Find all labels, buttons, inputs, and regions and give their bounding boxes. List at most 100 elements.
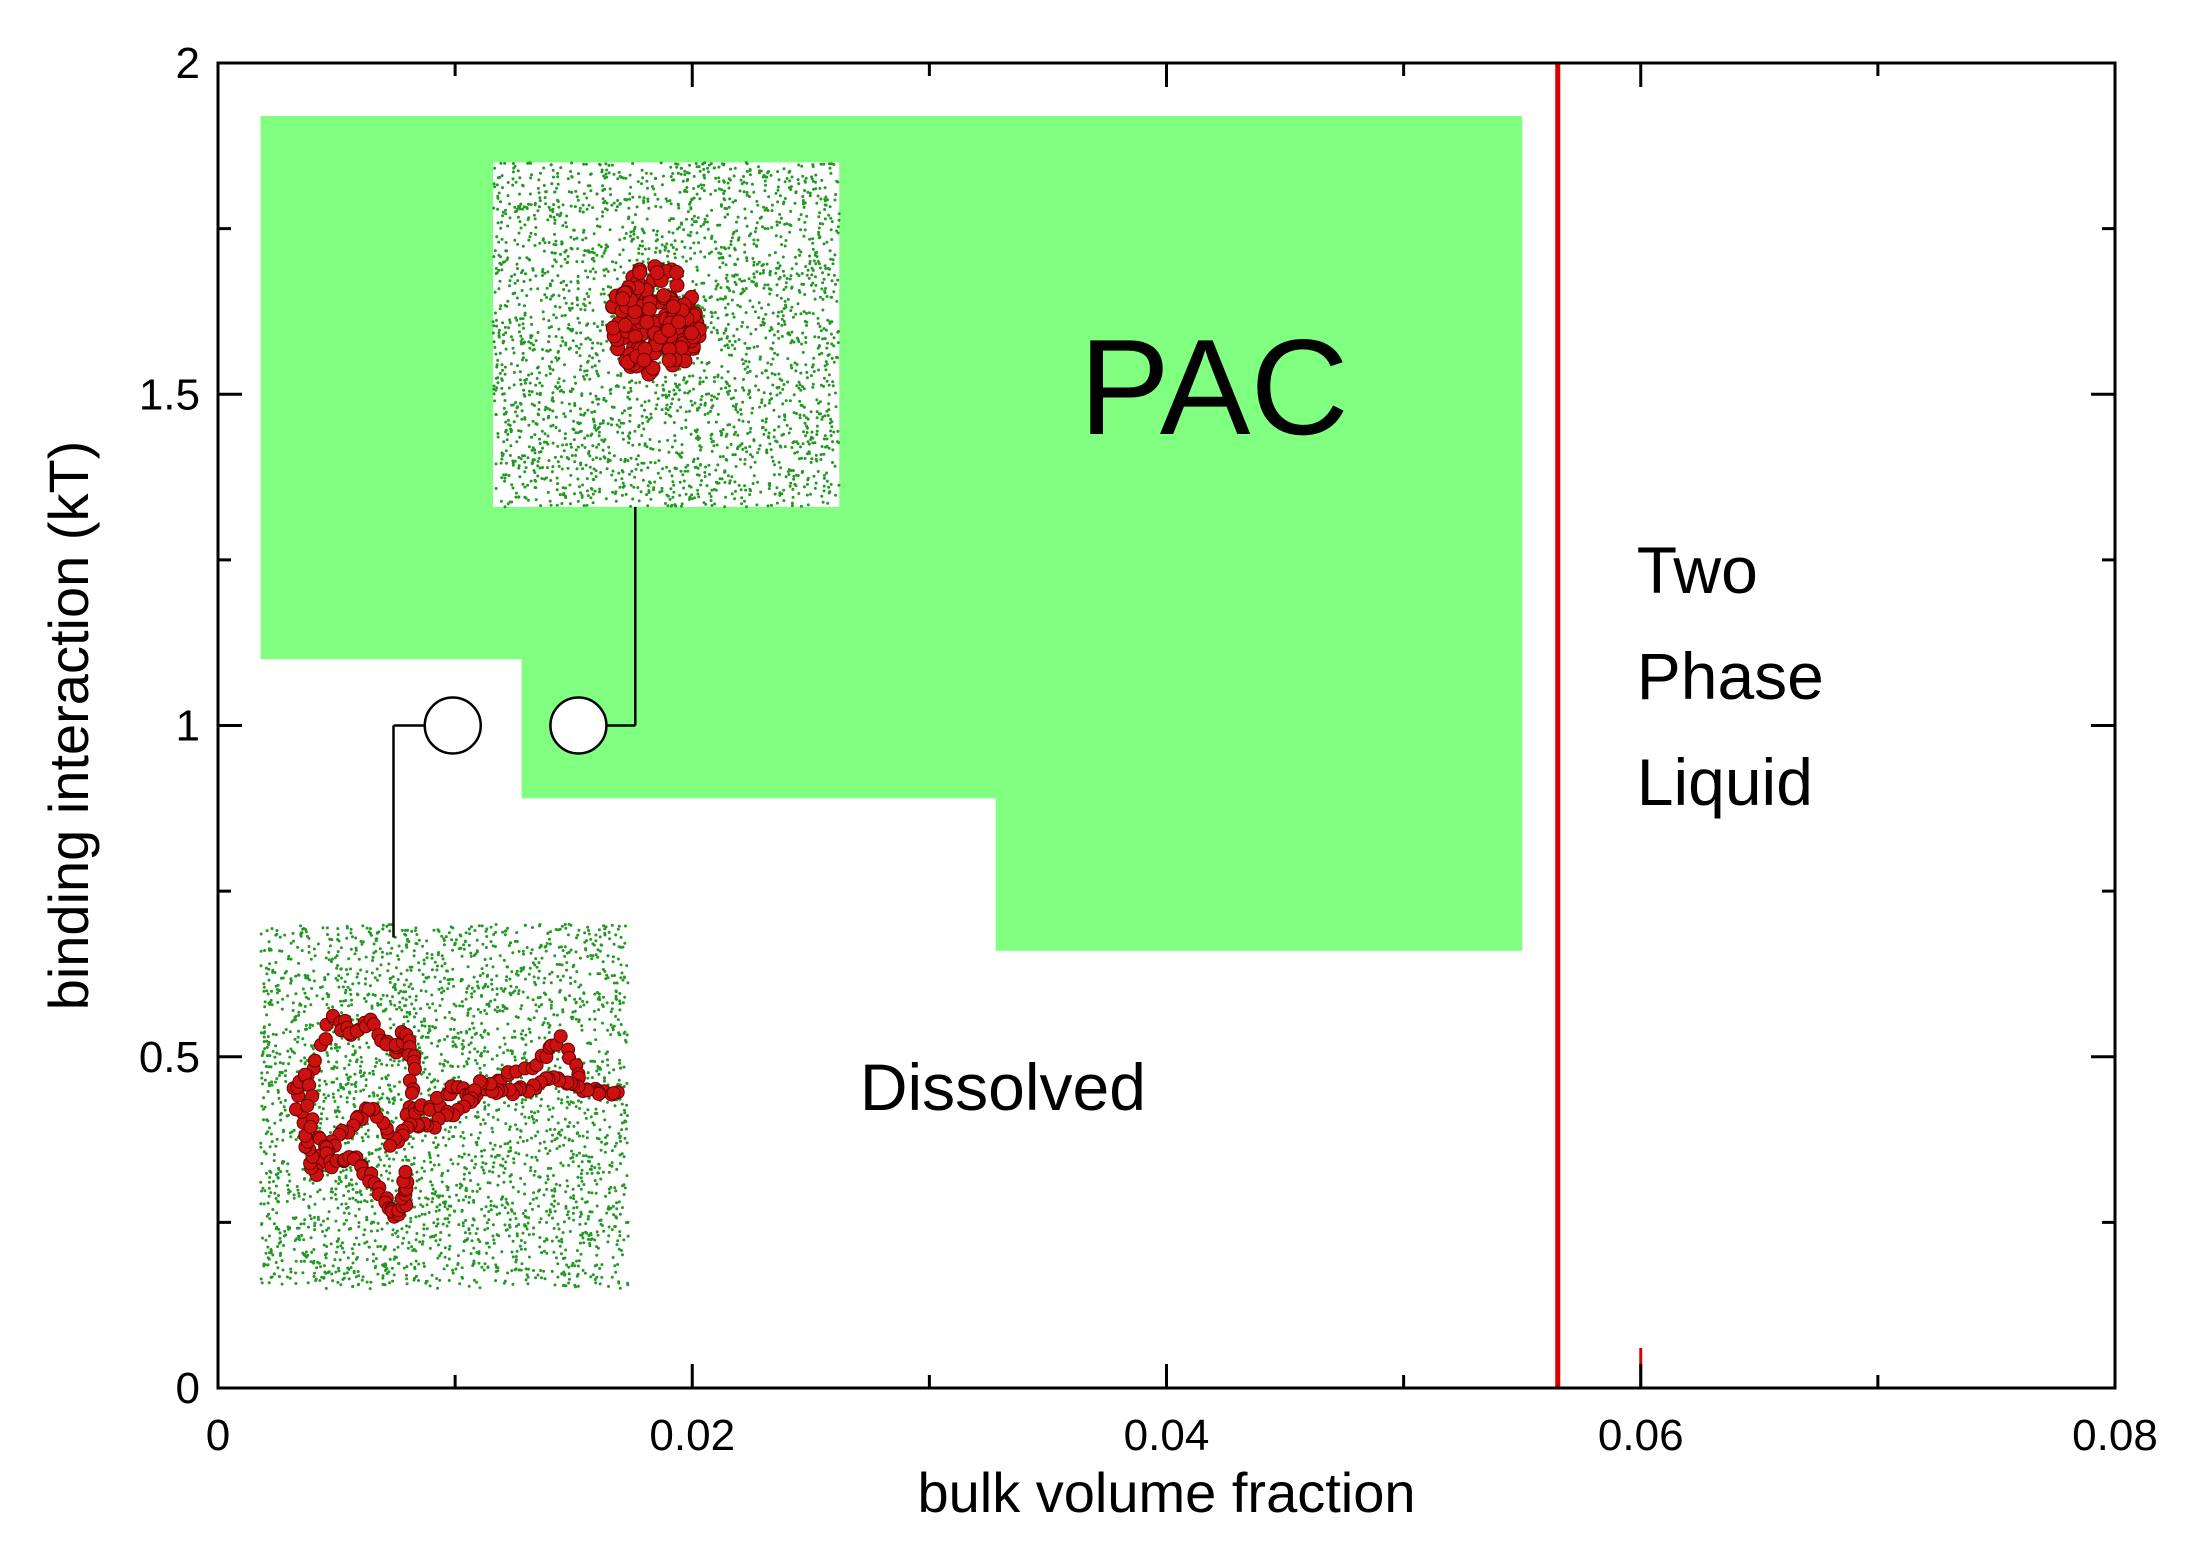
solvent-dot — [268, 1281, 271, 1284]
solvent-dot — [790, 364, 793, 367]
solvent-dot — [776, 283, 779, 286]
solvent-dot — [504, 1280, 507, 1283]
solvent-dot — [499, 200, 502, 203]
solvent-dot — [544, 202, 547, 205]
solvent-dot — [649, 413, 652, 416]
solvent-dot — [739, 458, 742, 461]
solvent-dot — [522, 184, 525, 187]
solvent-dot — [743, 289, 746, 292]
solvent-dot — [347, 957, 350, 960]
solvent-dot — [502, 261, 505, 264]
solvent-dot — [375, 1149, 378, 1152]
solvent-dot — [670, 217, 673, 220]
solvent-dot — [835, 300, 838, 303]
solvent-dot — [717, 317, 720, 320]
solvent-dot — [568, 1217, 571, 1220]
solvent-dot — [593, 410, 596, 413]
solvent-dot — [267, 968, 270, 971]
solvent-dot — [527, 424, 530, 427]
solvent-dot — [595, 1183, 598, 1186]
solvent-dot — [812, 248, 815, 251]
solvent-dot — [703, 221, 706, 224]
solvent-dot — [818, 412, 821, 415]
solvent-dot — [710, 311, 713, 314]
solvent-dot — [580, 1172, 583, 1175]
solvent-dot — [278, 1275, 281, 1278]
solvent-dot — [586, 1172, 589, 1175]
solvent-dot — [755, 270, 758, 273]
solvent-dot — [543, 1036, 546, 1039]
solvent-dot — [818, 227, 821, 230]
solvent-dot — [511, 1052, 514, 1055]
solvent-dot — [599, 329, 602, 332]
solvent-dot — [827, 273, 830, 276]
solvent-dot — [622, 177, 625, 180]
solvent-dot — [603, 1080, 606, 1083]
solvent-dot — [332, 1081, 335, 1084]
solvent-dot — [749, 169, 752, 172]
solvent-dot — [584, 1201, 587, 1204]
solvent-dot — [572, 229, 575, 232]
solvent-dot — [586, 477, 589, 480]
solvent-dot — [813, 259, 816, 262]
solvent-dot — [562, 1231, 565, 1234]
solvent-dot — [513, 1030, 516, 1033]
solvent-dot — [545, 296, 548, 299]
solvent-dot — [726, 446, 729, 449]
solvent-dot — [380, 1063, 383, 1066]
solvent-dot — [531, 461, 534, 464]
solvent-dot — [611, 974, 614, 977]
solvent-dot — [525, 294, 528, 297]
solvent-dot — [778, 178, 781, 181]
solvent-dot — [642, 479, 645, 482]
solvent-dot — [734, 453, 737, 456]
solvent-dot — [423, 959, 426, 962]
solvent-dot — [324, 1235, 327, 1238]
solvent-dot — [548, 973, 551, 976]
solvent-dot — [628, 398, 631, 401]
solvent-dot — [710, 162, 713, 165]
solvent-dot — [461, 1043, 464, 1046]
solvent-dot — [559, 493, 562, 496]
solvent-dot — [332, 1264, 335, 1267]
solvent-dot — [749, 427, 752, 430]
solvent-dot — [516, 243, 519, 246]
solvent-dot — [728, 206, 731, 209]
solvent-dot — [819, 267, 822, 270]
solvent-dot — [831, 440, 834, 443]
solvent-dot — [771, 384, 774, 387]
solvent-dot — [516, 279, 519, 282]
solvent-dot — [804, 434, 807, 437]
solvent-dot — [601, 323, 604, 326]
solvent-dot — [696, 193, 699, 196]
solvent-dot — [548, 365, 551, 368]
solvent-dot — [613, 173, 616, 176]
solvent-dot — [614, 490, 617, 493]
solvent-dot — [275, 1197, 278, 1200]
solvent-dot — [806, 376, 809, 379]
solvent-dot — [695, 466, 698, 469]
solvent-dot — [573, 238, 576, 241]
solvent-dot — [569, 410, 572, 413]
solvent-dot — [735, 465, 738, 468]
solvent-dot — [297, 1030, 300, 1033]
solvent-dot — [303, 1178, 306, 1181]
solvent-dot — [550, 1140, 553, 1143]
solvent-dot — [828, 490, 831, 493]
solvent-dot — [493, 399, 496, 402]
solvent-dot — [641, 176, 644, 179]
solvent-dot — [776, 170, 779, 173]
solvent-dot — [279, 1252, 282, 1255]
solvent-dot — [398, 1006, 401, 1009]
solvent-dot — [755, 244, 758, 247]
solvent-dot — [591, 444, 594, 447]
solvent-dot — [623, 237, 626, 240]
solvent-dot — [703, 369, 706, 372]
solvent-dot — [583, 1145, 586, 1148]
solvent-dot — [789, 399, 792, 402]
solvent-dot — [526, 162, 529, 165]
solvent-dot — [579, 407, 582, 410]
solvent-dot — [262, 1096, 265, 1099]
solvent-dot — [790, 446, 793, 449]
solvent-dot — [810, 273, 813, 276]
